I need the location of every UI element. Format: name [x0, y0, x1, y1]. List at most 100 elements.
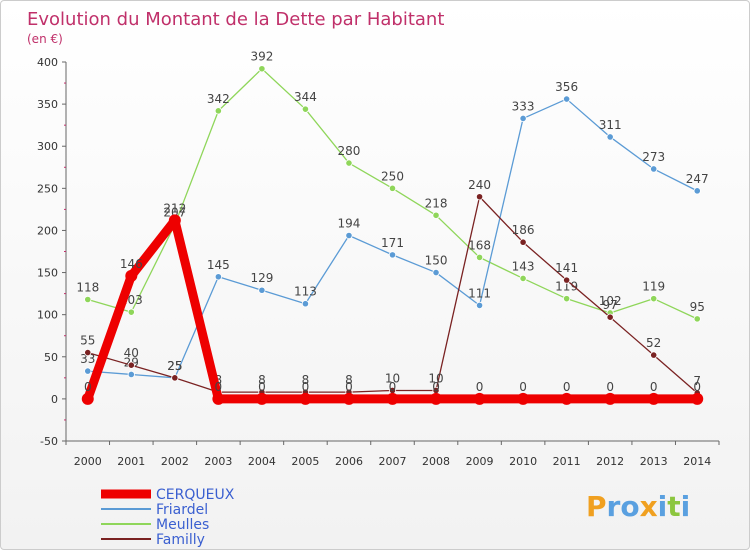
y-tick-label: -50 [40, 435, 58, 448]
y-tick-label: 150 [37, 267, 58, 280]
data-label: 0 [215, 380, 223, 394]
data-label: 344 [294, 90, 317, 104]
y-tick-label: 300 [37, 140, 58, 153]
data-point [255, 392, 268, 405]
data-point [84, 295, 92, 304]
data-label: 356 [555, 80, 578, 94]
x-tick-label: 2006 [335, 455, 363, 468]
data-point [650, 165, 658, 173]
data-point [563, 95, 571, 103]
data-label: 392 [250, 50, 273, 64]
data-label: 52 [646, 336, 661, 350]
data-label: 150 [425, 254, 448, 268]
x-tick-label: 2007 [379, 455, 407, 468]
series-meulles: 1181032073423923442802502181681431191021… [76, 50, 705, 323]
data-label: 168 [468, 238, 491, 252]
x-tick-label: 2011 [553, 455, 581, 468]
data-point [127, 361, 135, 369]
data-label: 40 [124, 346, 139, 360]
data-point [560, 392, 573, 405]
data-label: 207 [163, 206, 186, 220]
x-tick-label: 2012 [596, 455, 624, 468]
data-point [693, 187, 701, 195]
data-label: 119 [642, 280, 665, 294]
series-layer: 1181032073423923442802502181681431191021… [76, 50, 709, 405]
x-tick-label: 2009 [466, 455, 494, 468]
x-tick-label: 2002 [161, 455, 189, 468]
data-label: 111 [468, 286, 491, 300]
data-label: 25 [167, 359, 182, 373]
x-tick-label: 2000 [74, 455, 102, 468]
y-tick-label: 50 [44, 351, 58, 364]
chart-unit: (en €) [27, 32, 63, 46]
y-tick-label: 0 [51, 393, 58, 406]
x-tick-label: 2005 [291, 455, 319, 468]
data-point [693, 315, 701, 323]
data-label: 273 [642, 150, 665, 164]
data-point [84, 348, 92, 357]
proxiti-logo: Proxiti [586, 490, 690, 523]
data-point [81, 392, 94, 405]
data-label: 186 [512, 223, 535, 237]
x-tick-label: 2003 [204, 455, 232, 468]
data-label: 0 [606, 380, 614, 394]
y-tick-label: 350 [37, 98, 58, 111]
data-label: 8 [258, 373, 266, 387]
data-label: 95 [690, 300, 705, 314]
data-point [301, 105, 310, 113]
data-point [519, 114, 527, 123]
x-tick-label: 2004 [248, 455, 276, 468]
data-point [475, 193, 484, 201]
data-point [345, 159, 353, 167]
data-label: 146 [120, 257, 143, 271]
data-point [432, 211, 440, 219]
data-point [519, 274, 527, 283]
data-point [212, 392, 225, 405]
y-tick-label: 250 [37, 182, 58, 195]
data-point [342, 392, 355, 405]
x-tick-label: 2013 [640, 455, 668, 468]
data-point [168, 214, 181, 227]
chart-title: Evolution du Montant de la Dette par Hab… [27, 9, 444, 30]
data-point [258, 65, 266, 73]
data-label: 8 [302, 373, 310, 387]
data-label: 25 [167, 359, 182, 373]
data-label: 55 [80, 334, 95, 348]
data-label: 240 [468, 178, 491, 192]
data-label: 113 [294, 285, 317, 299]
data-label: 8 [345, 373, 353, 387]
data-label: 0 [302, 380, 310, 394]
data-point [301, 300, 310, 308]
data-point [388, 251, 397, 259]
legend-label: Familly [156, 532, 205, 548]
data-point [473, 392, 486, 405]
series-friardel: 3329251451291131941711501113333563112732… [80, 80, 709, 382]
data-point [430, 392, 443, 405]
data-point [125, 269, 138, 282]
data-point [214, 273, 222, 281]
data-label: 0 [389, 380, 397, 394]
x-tick-label: 2001 [117, 455, 145, 468]
data-label: 0 [258, 380, 266, 394]
data-label: 145 [207, 258, 230, 272]
data-label: 342 [207, 92, 230, 106]
data-point [345, 231, 353, 240]
data-point [563, 295, 571, 303]
data-point [299, 392, 312, 405]
data-label: 0 [345, 380, 353, 394]
data-label: 0 [519, 380, 527, 394]
data-label: 0 [650, 380, 658, 394]
data-point [386, 392, 399, 405]
data-label: 212 [163, 201, 186, 215]
data-label: 333 [512, 99, 535, 113]
data-point [214, 107, 222, 115]
data-point [475, 301, 484, 310]
data-label: 33 [80, 352, 95, 366]
data-point [606, 313, 614, 321]
data-label: 0 [563, 380, 571, 394]
data-point [258, 286, 266, 294]
data-point [84, 367, 92, 375]
